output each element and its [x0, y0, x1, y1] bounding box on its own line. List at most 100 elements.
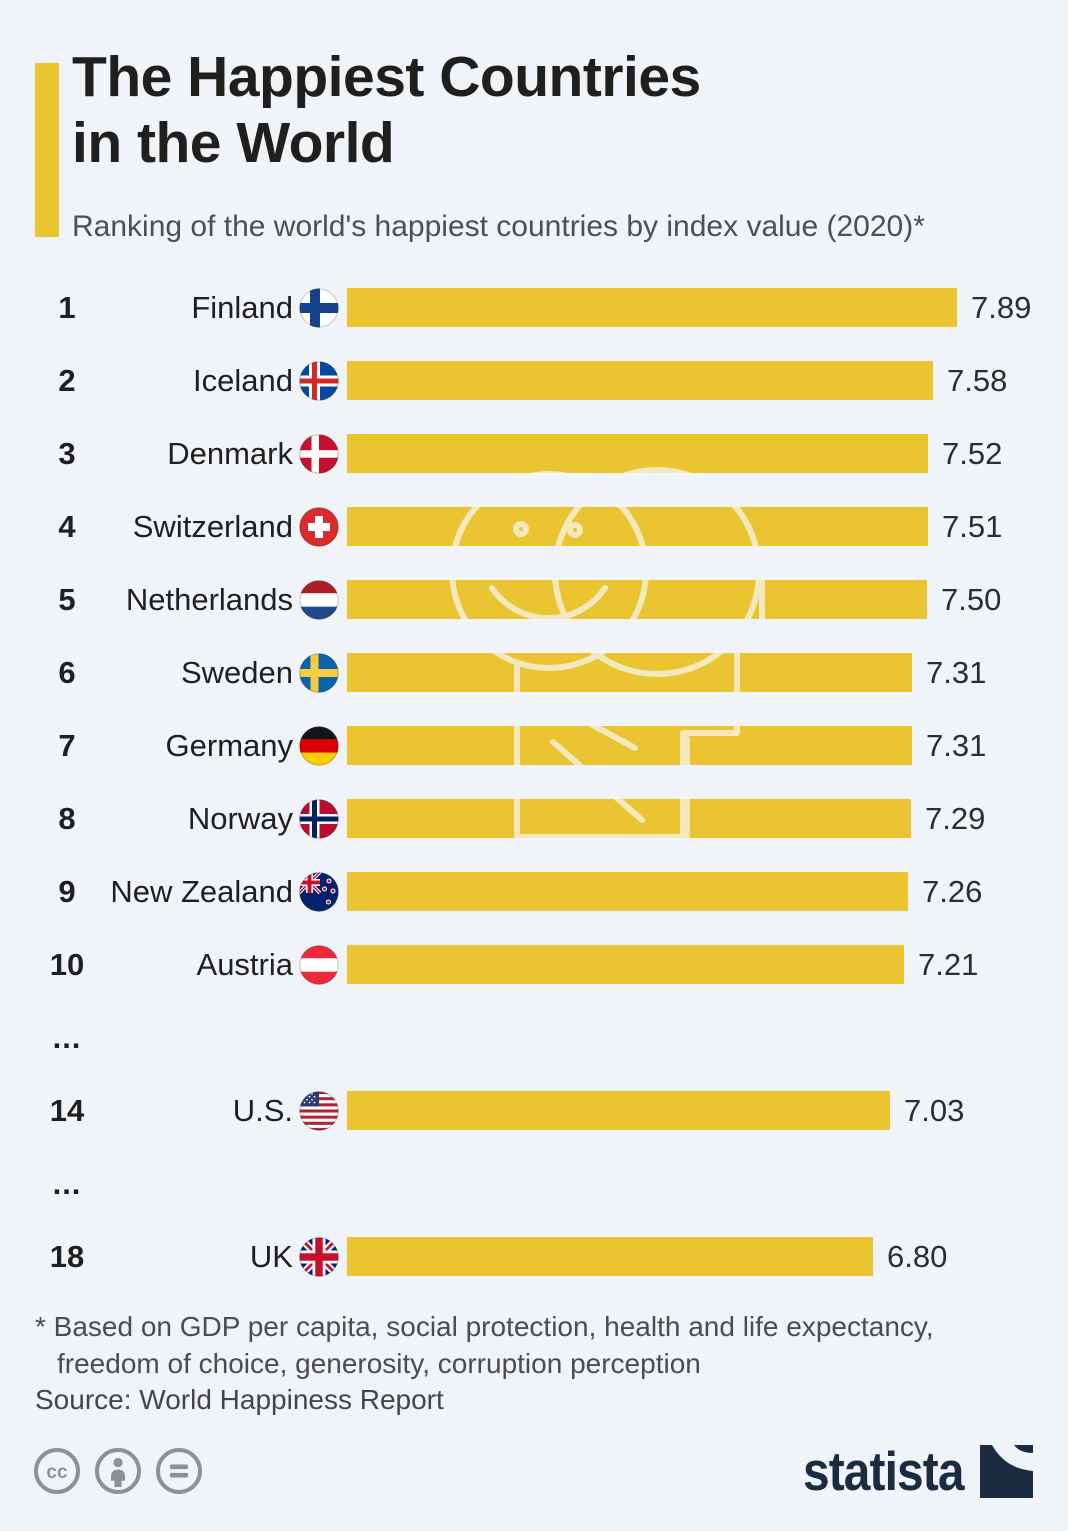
- value-label: 7.31: [926, 727, 987, 763]
- value-label: 7.31: [926, 654, 987, 690]
- title-line-2: in the World: [72, 111, 395, 175]
- country-flag: [299, 652, 339, 693]
- value-bar: [347, 434, 928, 473]
- rank-label: 3: [58, 435, 76, 471]
- chart-row: 2 Iceland 7.58: [0, 344, 1068, 417]
- chart-row-gap: ...: [0, 1001, 1068, 1074]
- rank-label: 9: [58, 873, 76, 909]
- country-flag: [299, 798, 339, 839]
- rank-label: 8: [58, 800, 76, 836]
- country-label: UK: [249, 1238, 293, 1274]
- country-flag: [299, 871, 339, 912]
- value-label: 7.52: [942, 435, 1003, 471]
- footnote: * Based on GDP per capita, social protec…: [0, 1308, 934, 1382]
- de-flag-icon: [299, 725, 339, 766]
- dk-flag-icon: [299, 433, 339, 474]
- nl-flag-icon: [299, 579, 339, 620]
- country-flag: [299, 433, 339, 474]
- statista-wordmark: statista: [803, 1439, 964, 1502]
- is-flag-icon: [299, 360, 339, 401]
- value-label: 7.29: [925, 800, 986, 836]
- statista-logo-icon: [980, 1444, 1033, 1498]
- value-label: 7.03: [904, 1092, 965, 1128]
- country-label: Denmark: [167, 435, 293, 471]
- chart-row: 4 Switzerland 7.51: [0, 490, 1068, 563]
- value-label: 7.21: [918, 946, 979, 982]
- chart-row: 14 U.S. 7.03: [0, 1074, 1068, 1147]
- chart-row: 10 Austria 7.21: [0, 928, 1068, 1001]
- value-bar: [347, 945, 904, 984]
- value-bar: [347, 361, 933, 400]
- equal-icon[interactable]: [155, 1447, 203, 1495]
- rank-label: 4: [58, 508, 76, 544]
- rank-label: 14: [49, 1092, 85, 1128]
- chart-row: 18 UK 6.80: [0, 1220, 1068, 1293]
- value-label: 7.58: [947, 362, 1008, 398]
- chart-row: 5 Netherlands 7.50: [0, 563, 1068, 636]
- rank-label: 7: [58, 727, 76, 763]
- value-bar: [347, 507, 928, 546]
- country-flag: [299, 506, 339, 547]
- country-flag: [299, 944, 339, 985]
- country-label: Germany: [165, 727, 293, 763]
- chart-row: 9 New Zealand 7.26: [0, 855, 1068, 928]
- bar-chart: 1 Finland 7.89 2 Iceland 7.58 3 Denmark 7.52 4…: [0, 271, 1068, 1293]
- cc-icon[interactable]: cc: [33, 1447, 81, 1495]
- rank-label: 2: [58, 362, 76, 398]
- value-label: 7.50: [941, 581, 1002, 617]
- title-line-1: The Happiest Countries: [72, 45, 701, 109]
- ellipsis-label: ...: [52, 1019, 82, 1055]
- value-label: 7.89: [971, 289, 1032, 325]
- country-flag: [299, 725, 339, 766]
- at-flag-icon: [299, 944, 339, 985]
- country-flag: [299, 287, 339, 328]
- value-bar: [347, 580, 927, 619]
- value-bar: [347, 872, 908, 911]
- nz-flag-icon: [299, 871, 339, 912]
- rank-label: 18: [49, 1238, 85, 1274]
- attribution-icon[interactable]: [94, 1447, 142, 1495]
- statista-logo[interactable]: statista: [779, 1439, 1033, 1502]
- chart-rows: 1 Finland 7.89 2 Iceland 7.58 3 Denmark 7.52 4…: [0, 271, 1068, 1293]
- rank-label: 6: [58, 654, 76, 690]
- country-flag: [299, 579, 339, 620]
- ch-flag-icon: [299, 506, 339, 547]
- value-bar: [347, 1091, 890, 1130]
- gb-flag-icon: [299, 1236, 339, 1277]
- svg-text:cc: cc: [46, 1462, 68, 1483]
- footer-bar: cc statista: [33, 1442, 1033, 1500]
- chart-row: 6 Sweden 7.31: [0, 636, 1068, 709]
- chart-row: 8 Norway 7.29: [0, 782, 1068, 855]
- chart-row-gap: ...: [0, 1147, 1068, 1220]
- country-flag: [299, 1236, 339, 1277]
- chart-subtitle: Ranking of the world's happiest countrie…: [72, 210, 925, 243]
- footnote-line-1: * Based on GDP per capita, social protec…: [35, 1311, 934, 1342]
- se-flag-icon: [299, 652, 339, 693]
- rank-label: 10: [49, 946, 85, 982]
- value-bar: [347, 726, 912, 765]
- us-flag-icon: [299, 1090, 339, 1131]
- ellipsis-label: ...: [52, 1165, 82, 1201]
- country-label: Iceland: [193, 362, 293, 398]
- title-accent-bar: [35, 63, 59, 237]
- fi-flag-icon: [299, 287, 339, 328]
- country-flag: [299, 360, 339, 401]
- source-label: Source: World Happiness Report: [35, 1384, 444, 1415]
- country-label: Switzerland: [132, 508, 293, 544]
- country-label: Sweden: [180, 654, 293, 690]
- value-bar: [347, 1237, 873, 1276]
- no-flag-icon: [299, 798, 339, 839]
- value-bar: [347, 799, 911, 838]
- country-label: U.S.: [232, 1092, 293, 1128]
- license-icons[interactable]: cc: [33, 1447, 203, 1495]
- value-label: 7.26: [922, 873, 983, 909]
- rank-label: 1: [58, 289, 76, 325]
- country-label: Norway: [187, 800, 293, 836]
- page-title: The Happiest Countries in the World: [72, 44, 701, 176]
- chart-row: 3 Denmark 7.52: [0, 417, 1068, 490]
- value-label: 6.80: [887, 1238, 948, 1274]
- footnote-line-2: freedom of choice, generosity, corruptio…: [57, 1348, 701, 1379]
- chart-row: 7 Germany 7.31: [0, 709, 1068, 782]
- value-bar: [347, 653, 912, 692]
